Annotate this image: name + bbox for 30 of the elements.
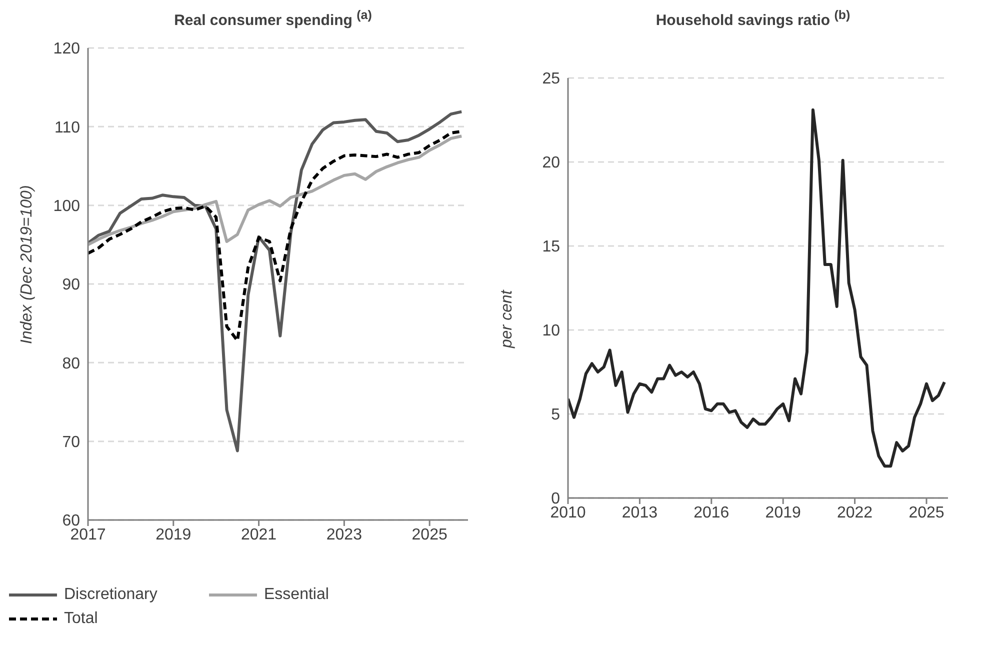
y-tick-label: 15: [542, 238, 560, 256]
x-tick-label: 2016: [694, 504, 730, 522]
x-tick-label: 2021: [240, 526, 277, 544]
x-tick-label: 2019: [765, 504, 801, 522]
y-axis-title: Index (Dec 2019=100): [18, 185, 36, 344]
y-tick-label: 70: [62, 434, 80, 452]
x-tick-label: 2023: [326, 526, 362, 544]
line-series: [88, 110, 464, 452]
chart-title: Household savings ratio $^{(b)}$: [654, 8, 852, 31]
y-tick-label: 20: [542, 154, 560, 172]
y-tick-label: 5: [551, 406, 560, 424]
y-tick-label: 110: [54, 119, 80, 136]
y-tick-label: 25: [542, 70, 560, 88]
legend-label: Total: [64, 610, 98, 628]
x-tick-label: 2019: [156, 526, 192, 544]
x-tick-label: 2013: [622, 504, 658, 522]
line-series: [568, 108, 946, 468]
y-tick-label: 80: [62, 355, 80, 372]
legend-label: Essential: [264, 586, 329, 604]
y-tick-label: 90: [62, 276, 80, 294]
chart-title: Real consumer spending $^{(a)}$: [173, 8, 373, 31]
y-tick-label: 10: [542, 322, 560, 340]
x-tick-label: 2025: [908, 504, 944, 522]
legend-label: Discretionary: [64, 586, 158, 604]
y-tick-label: 100: [53, 198, 80, 216]
y-axis-title: per cent: [498, 290, 516, 349]
line-series: [88, 134, 464, 246]
x-tick-label: 2025: [412, 526, 448, 544]
y-tick-label: 120: [53, 40, 80, 58]
x-tick-label: 2022: [836, 504, 873, 522]
